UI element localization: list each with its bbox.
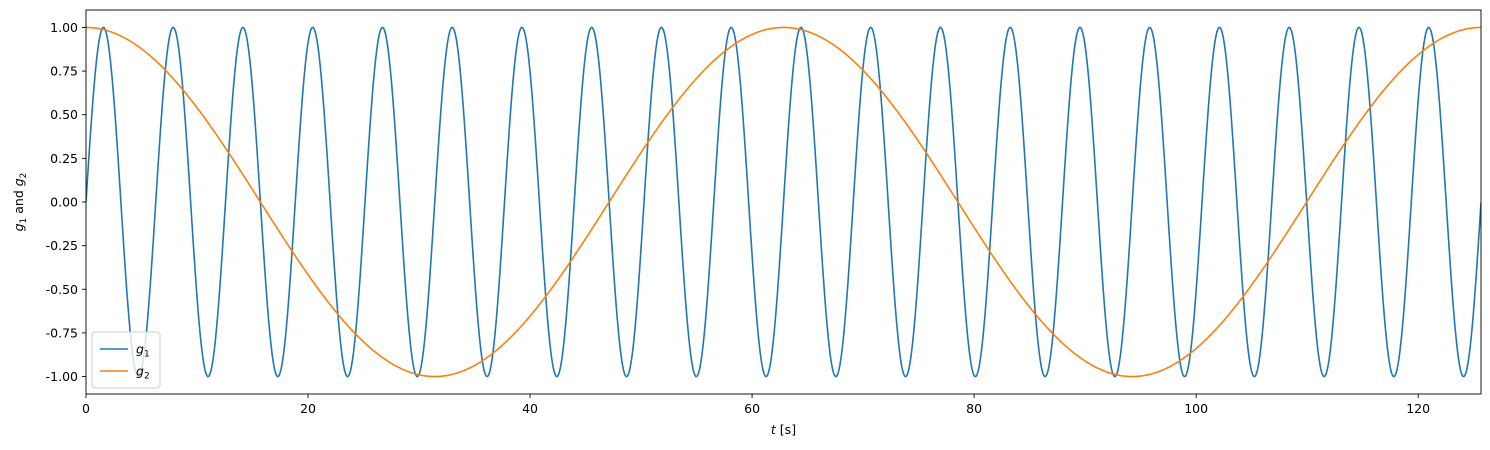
x-tick-label: 80 xyxy=(966,401,982,416)
y-tick-label: 0.75 xyxy=(50,64,78,79)
y-tick-label: 0.00 xyxy=(50,195,78,210)
y-tick-label: -1.00 xyxy=(46,369,78,384)
x-tick-label: 60 xyxy=(744,401,760,416)
x-axis-ticks: 0 20 40 60 80 100 120 xyxy=(82,394,1430,416)
x-tick-label: 40 xyxy=(522,401,538,416)
y-tick-label: -0.25 xyxy=(46,238,78,253)
x-tick-label: 100 xyxy=(1184,401,1208,416)
y-axis-label: g1 and g2 xyxy=(11,173,29,232)
plot-series-layer xyxy=(86,26,1481,378)
y-tick-label: 0.25 xyxy=(50,151,78,166)
x-tick-label: 120 xyxy=(1406,401,1430,416)
legend-label-g1: g1 xyxy=(136,342,150,360)
series-line-g2 xyxy=(86,26,1481,378)
x-tick-label: 20 xyxy=(300,401,316,416)
y-tick-label: 1.00 xyxy=(50,20,78,35)
y-axis-ticks: -1.00 -0.75 -0.50 -0.25 0.00 0.25 0.50 0.75 1.00 xyxy=(46,20,86,384)
legend-box xyxy=(91,331,161,389)
y-tick-label: 0.50 xyxy=(50,107,78,122)
x-axis-label: t [s] xyxy=(771,422,796,437)
x-tick-label: 0 xyxy=(82,401,90,416)
legend-label-g2: g2 xyxy=(136,364,150,382)
y-tick-label: -0.75 xyxy=(46,325,78,340)
series-line-g1 xyxy=(86,26,1481,378)
y-tick-label: -0.50 xyxy=(46,282,78,297)
